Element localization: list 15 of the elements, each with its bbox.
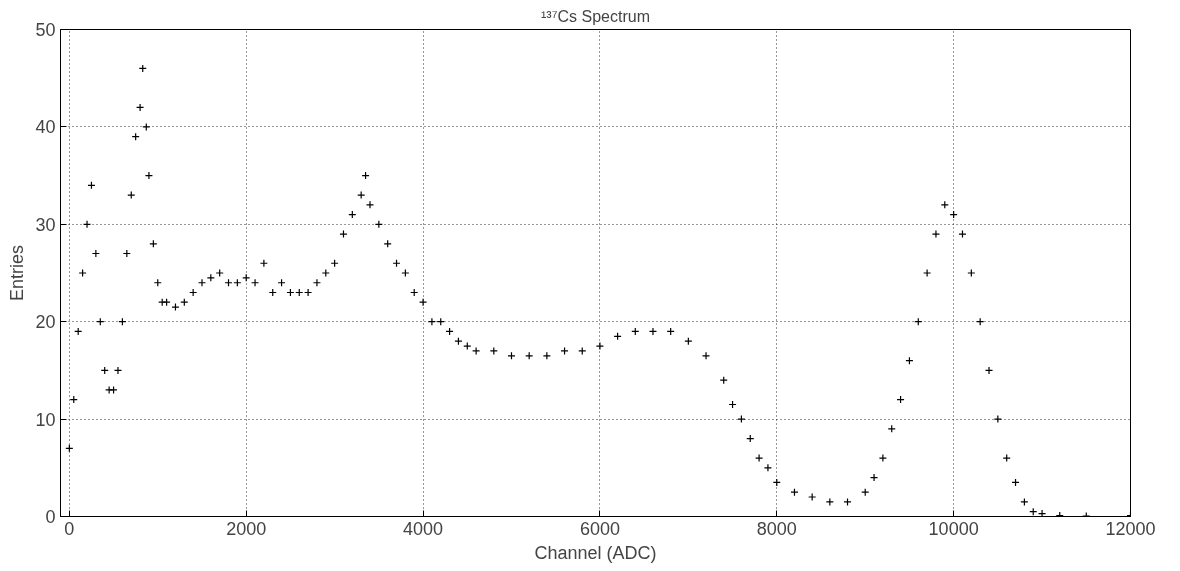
x-tick-label: 8000 [756, 518, 797, 539]
x-axis-title: Channel (ADC) [534, 542, 657, 563]
x-tick-label: 12000 [1105, 518, 1156, 539]
y-tick-label: 10 [35, 409, 56, 430]
x-tick-label: 4000 [403, 518, 444, 539]
x-tick-label: 10000 [928, 518, 979, 539]
y-axis-title: Entries [7, 244, 28, 302]
y-tick-label: 50 [35, 20, 56, 40]
x-tick-label: 6000 [579, 518, 620, 539]
y-tick-label: 30 [35, 214, 56, 235]
chart-title: ¹³⁷Cs Spectrum [541, 7, 650, 25]
x-tick-label: 2000 [226, 518, 267, 539]
y-tick-label: 40 [35, 117, 56, 138]
x-tick-label: 0 [64, 518, 75, 539]
y-tick-label: 20 [35, 312, 56, 333]
